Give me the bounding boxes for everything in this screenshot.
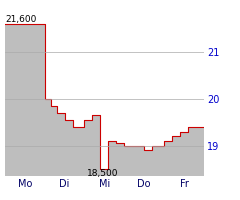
Text: 21,600: 21,600 [6, 15, 37, 24]
Text: 18,500: 18,500 [86, 169, 118, 178]
